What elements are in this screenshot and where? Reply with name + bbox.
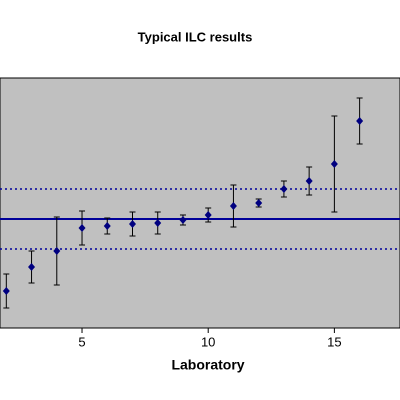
data-point — [255, 199, 263, 207]
data-point — [103, 222, 111, 230]
data-point — [305, 177, 313, 185]
plot-area — [0, 77, 400, 329]
data-point — [204, 211, 212, 219]
data-point — [356, 117, 364, 125]
x-axis-label: Laboratory — [171, 357, 244, 373]
chart-title: Typical ILC results — [138, 29, 253, 44]
data-point — [229, 202, 237, 210]
x-tick-label: 5 — [78, 334, 85, 349]
data-point — [179, 216, 187, 224]
data-point — [280, 185, 288, 193]
data-point — [78, 224, 86, 232]
data-point — [154, 219, 162, 227]
data-point — [53, 247, 61, 255]
data-point — [128, 220, 136, 228]
x-tick-label: 15 — [327, 334, 341, 349]
data-point — [28, 263, 36, 271]
data-point — [330, 160, 338, 168]
data-point — [2, 287, 10, 295]
x-tick-label: 10 — [201, 334, 215, 349]
